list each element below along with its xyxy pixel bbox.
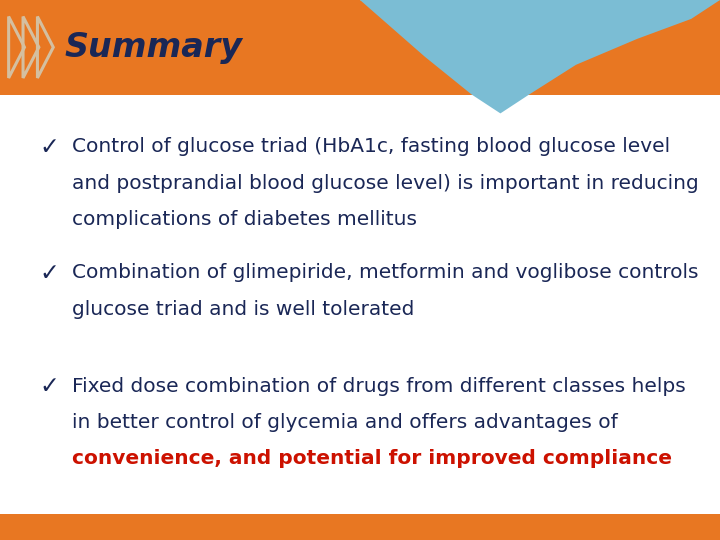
Text: Summary: Summary xyxy=(65,31,243,64)
Text: convenience, and potential for improved compliance: convenience, and potential for improved … xyxy=(72,449,672,468)
Polygon shape xyxy=(360,0,720,113)
Text: glucose triad and is well tolerated: glucose triad and is well tolerated xyxy=(72,300,415,319)
Bar xyxy=(0,94,720,514)
Text: in better control of glycemia and offers advantages of: in better control of glycemia and offers… xyxy=(72,413,618,432)
Bar xyxy=(0,514,720,540)
Text: Fixed dose combination of drugs from different classes helps: Fixed dose combination of drugs from dif… xyxy=(72,376,685,396)
Text: Combination of glimepiride, metformin and voglibose controls: Combination of glimepiride, metformin an… xyxy=(72,264,698,282)
Text: Control of glucose triad (HbA1c, fasting blood glucose level: Control of glucose triad (HbA1c, fasting… xyxy=(72,138,670,157)
Polygon shape xyxy=(360,0,720,84)
Text: complications of diabetes mellitus: complications of diabetes mellitus xyxy=(72,210,417,229)
Text: ✓: ✓ xyxy=(40,135,59,159)
Text: ✓: ✓ xyxy=(40,374,59,398)
Text: and postprandial blood glucose level) is important in reducing: and postprandial blood glucose level) is… xyxy=(72,174,698,193)
Text: ✓: ✓ xyxy=(40,261,59,285)
